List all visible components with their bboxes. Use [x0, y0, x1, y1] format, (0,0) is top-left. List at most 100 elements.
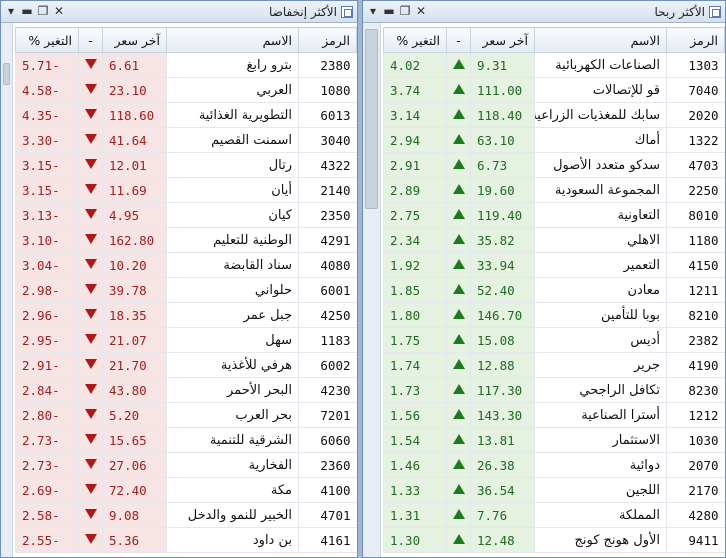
price-cell: 36.54: [470, 477, 535, 503]
table-row[interactable]: 8230 تكافل الراجحي 117.30 1.73: [383, 377, 725, 403]
restore-icon[interactable]: ❐: [37, 3, 49, 18]
table-row[interactable]: 1212 أسترا الصناعية 143.30 1.56: [383, 402, 725, 428]
col-symbol-header[interactable]: الرمز: [298, 27, 357, 53]
table-row[interactable]: 4250 جبل عمر 18.35 -2.96: [15, 302, 357, 328]
table-row[interactable]: 4150 التعمير 33.94 1.92: [383, 252, 725, 278]
table-row[interactable]: 7201 بحر العرب 5.20 -2.80: [15, 402, 357, 428]
table-row[interactable]: 3040 اسمنت القصيم 41.64 -3.30: [15, 127, 357, 153]
table-row[interactable]: 2250 المجموعة السعودية 19.60 2.89: [383, 177, 725, 203]
table-row[interactable]: 2360 الفخارية 27.06 -2.73: [15, 452, 357, 478]
price-cell: 39.78: [102, 277, 167, 303]
restore-icon[interactable]: ❐: [399, 3, 411, 18]
price-cell: 21.07: [102, 327, 167, 353]
name-cell: دوائية: [534, 452, 667, 478]
price-cell: 63.10: [470, 127, 535, 153]
change-cell: 1.80: [383, 302, 447, 328]
scroll-thumb[interactable]: [365, 29, 378, 209]
name-cell: البحر الأحمر: [166, 377, 299, 403]
menu-dropdown-icon[interactable]: ▾: [7, 3, 15, 18]
col-arrow-header[interactable]: -: [78, 27, 103, 53]
name-cell: أسترا الصناعية: [534, 402, 667, 428]
table-row[interactable]: 2380 بترو رابغ 6.61 -5.71: [15, 52, 357, 78]
close-icon[interactable]: ✕: [53, 3, 65, 18]
table-row[interactable]: 6013 التطويرية الغذائية 118.60 -4.35: [15, 102, 357, 128]
name-cell: تكافل الراجحي: [534, 377, 667, 403]
table-row[interactable]: 4703 سدكو متعدد الأصول 6.73 2.91: [383, 152, 725, 178]
change-cell: 1.74: [383, 352, 447, 378]
gainers-titlebar[interactable]: الأكثر ربحا ▾ ▬ ❐ ✕: [363, 1, 725, 23]
losers-table: الرمز الاسم آخر سعر - التغير % 2380 بترو …: [15, 27, 357, 553]
table-row[interactable]: 1080 العربي 23.10 -4.58: [15, 77, 357, 103]
table-row[interactable]: 4190 جرير 12.88 1.74: [383, 352, 725, 378]
table-row[interactable]: 1322 أماك 63.10 2.94: [383, 127, 725, 153]
col-change-header[interactable]: التغير %: [383, 27, 447, 53]
table-row[interactable]: 8010 التعاونية 119.40 2.75: [383, 202, 725, 228]
table-row[interactable]: 1030 الاستثمار 13.81 1.54: [383, 427, 725, 453]
name-cell: المجموعة السعودية: [534, 177, 667, 203]
table-row[interactable]: 4280 المملكة 7.76 1.31: [383, 502, 725, 528]
arrow-cell: [446, 327, 471, 353]
col-price-header[interactable]: آخر سعر: [102, 27, 167, 53]
col-symbol-header[interactable]: الرمز: [666, 27, 725, 53]
price-cell: 27.06: [102, 452, 167, 478]
table-row[interactable]: 4080 سناد القابضة 10.20 -3.04: [15, 252, 357, 278]
table-row[interactable]: 4701 الخبير للنمو والدخل 9.08 -2.58: [15, 502, 357, 528]
table-row[interactable]: 4291 الوطنية للتعليم 162.80 -3.10: [15, 227, 357, 253]
table-row[interactable]: 2020 سابك للمغذيات الزراعية 118.40 3.14: [383, 102, 725, 128]
window-icon: [341, 5, 353, 18]
table-row[interactable]: 6060 الشرقية للتنمية 15.65 -2.73: [15, 427, 357, 453]
name-cell: حلواني: [166, 277, 299, 303]
table-row[interactable]: 2140 أيان 11.69 -3.15: [15, 177, 357, 203]
gainers-scrollbar[interactable]: [363, 23, 381, 557]
arrow-up-icon: [452, 408, 465, 419]
table-row[interactable]: 4230 البحر الأحمر 43.80 -2.84: [15, 377, 357, 403]
col-name-header[interactable]: الاسم: [166, 27, 299, 53]
price-cell: 143.30: [470, 402, 535, 428]
minimize-icon[interactable]: ▬: [383, 3, 395, 18]
change-cell: -3.15: [15, 177, 79, 203]
table-row[interactable]: 1211 معادن 52.40 1.85: [383, 277, 725, 303]
arrow-up-icon: [452, 358, 465, 369]
change-cell: -5.71: [15, 52, 79, 78]
panel-splitter[interactable]: [358, 0, 362, 558]
symbol-cell: 1303: [666, 52, 725, 78]
col-change-header[interactable]: التغير %: [15, 27, 79, 53]
price-cell: 5.20: [102, 402, 167, 428]
table-row[interactable]: 9411 الأول هونج كونج 12.48 1.30: [383, 527, 725, 553]
name-cell: الشرقية للتنمية: [166, 427, 299, 453]
table-row[interactable]: 4322 رتال 12.01 -3.15: [15, 152, 357, 178]
name-cell: كيان: [166, 202, 299, 228]
name-cell: التعاونية: [534, 202, 667, 228]
change-cell: 4.02: [383, 52, 447, 78]
col-name-header[interactable]: الاسم: [534, 27, 667, 53]
table-row[interactable]: 1303 الصناعات الكهربائية 9.31 4.02: [383, 52, 725, 78]
arrow-cell: [446, 252, 471, 278]
table-row[interactable]: 6002 هرفي للأغذية 21.70 -2.91: [15, 352, 357, 378]
minimize-icon[interactable]: ▬: [21, 3, 33, 18]
change-cell: -2.80: [15, 402, 79, 428]
col-arrow-header[interactable]: -: [446, 27, 471, 53]
name-cell: التعمير: [534, 252, 667, 278]
table-row[interactable]: 4100 مكة 72.40 -2.69: [15, 477, 357, 503]
table-row[interactable]: 1180 الاهلي 35.82 2.34: [383, 227, 725, 253]
table-row[interactable]: 4161 بن داود 5.36 -2.55: [15, 527, 357, 553]
name-cell: اللجين: [534, 477, 667, 503]
arrow-cell: [446, 477, 471, 503]
change-cell: -2.55: [15, 527, 79, 553]
change-cell: -2.73: [15, 452, 79, 478]
menu-dropdown-icon[interactable]: ▾: [369, 3, 377, 18]
table-row[interactable]: 6001 حلواني 39.78 -2.98: [15, 277, 357, 303]
table-row[interactable]: 2070 دوائية 26.38 1.46: [383, 452, 725, 478]
table-row[interactable]: 7040 قو للإتصالات 111.00 3.74: [383, 77, 725, 103]
col-price-header[interactable]: آخر سعر: [470, 27, 535, 53]
close-icon[interactable]: ✕: [415, 3, 427, 18]
change-cell: 1.73: [383, 377, 447, 403]
table-row[interactable]: 2350 كيان 4.95 -3.13: [15, 202, 357, 228]
table-row[interactable]: 2382 أديس 15.08 1.75: [383, 327, 725, 353]
losers-scrollbar[interactable]: [1, 23, 13, 557]
losers-titlebar[interactable]: الأكثر إنخفاضا ▾ ▬ ❐ ✕: [1, 1, 357, 23]
table-row[interactable]: 8210 بوبا للتأمين 146.70 1.80: [383, 302, 725, 328]
table-row[interactable]: 1183 سهل 21.07 -2.95: [15, 327, 357, 353]
scroll-thumb[interactable]: [3, 63, 10, 85]
table-row[interactable]: 2170 اللجين 36.54 1.33: [383, 477, 725, 503]
